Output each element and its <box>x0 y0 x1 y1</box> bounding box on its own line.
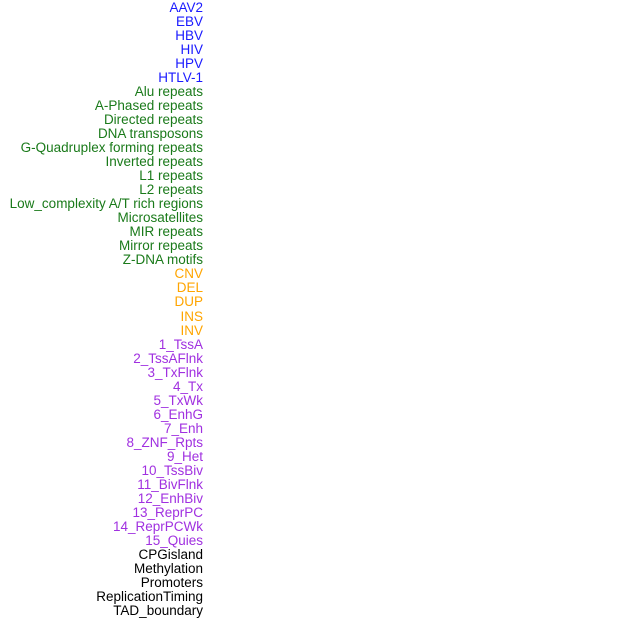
track-label: EBV <box>175 14 203 30</box>
track-label: L2 repeats <box>139 182 203 198</box>
track-label: Alu repeats <box>134 84 203 100</box>
track-label: AAV2 <box>169 0 203 15</box>
track-label: HIV <box>180 42 203 58</box>
track-label: ReplicationTiming <box>96 588 203 604</box>
track-label: 1_TssA <box>158 336 203 352</box>
track-label: 8_ZNF_Rpts <box>126 434 203 450</box>
track-label: 10_TssBiv <box>141 462 203 478</box>
track-label: 2_TssAFlnk <box>133 350 203 366</box>
track-label: HPV <box>175 56 203 72</box>
track-label: TAD_boundary <box>113 603 203 618</box>
track-label: 15_Quies <box>145 532 203 548</box>
track-label: Methylation <box>133 560 203 576</box>
track-label: Microsatellites <box>117 210 203 226</box>
track-label: Mirror repeats <box>118 238 203 254</box>
track-label: 6_EnhG <box>153 406 203 422</box>
track-label: DUP <box>174 294 203 310</box>
track-label: G-Quadruplex forming repeats <box>20 140 203 156</box>
track-label: HBV <box>175 28 203 44</box>
track-label: CNV <box>174 266 203 282</box>
track-label: Z-DNA motifs <box>122 252 203 268</box>
track-label: 13_ReprPC <box>132 504 203 520</box>
track-label: L1 repeats <box>139 168 203 184</box>
track-label: HTLV-1 <box>158 70 203 86</box>
track-label: Directed repeats <box>103 112 203 128</box>
track-label: CPGisland <box>138 546 203 562</box>
track-label: 12_EnhBiv <box>137 490 203 506</box>
track-label: MIR repeats <box>129 224 203 240</box>
track-label: 3_TxFlnk <box>147 364 203 380</box>
track-label: 7_Enh <box>163 420 203 436</box>
track-label: INV <box>180 322 203 338</box>
track-label: INS <box>180 308 203 324</box>
track-label: 11_BivFlnk <box>137 476 203 492</box>
track-label: 14_ReprPCWk <box>112 518 203 534</box>
track-label: A-Phased repeats <box>94 98 203 114</box>
track-label: DNA transposons <box>97 126 203 142</box>
track-label: Low_complexity A/T rich regions <box>9 196 203 212</box>
track-label: 4_Tx <box>172 378 203 394</box>
track-label: Inverted repeats <box>105 154 203 170</box>
track-label: DEL <box>176 280 203 296</box>
track-label: 9_Het <box>166 448 203 464</box>
track-label: 5_TxWk <box>153 392 203 408</box>
track-label: Promoters <box>140 574 203 590</box>
